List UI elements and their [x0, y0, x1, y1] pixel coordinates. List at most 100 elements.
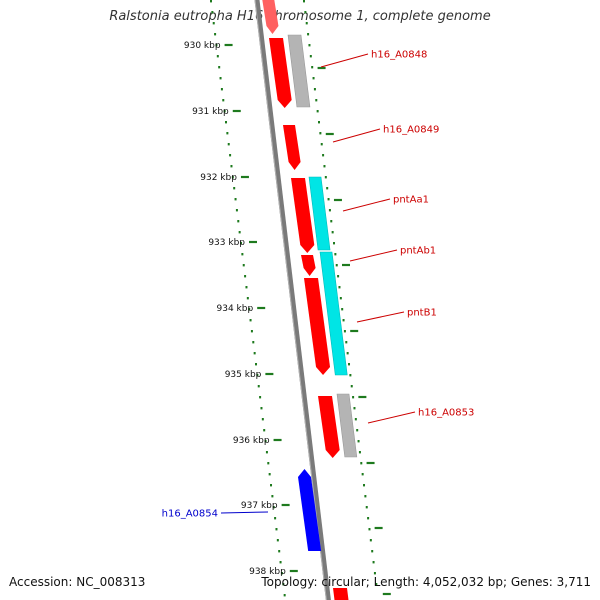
rail-dot — [223, 110, 226, 113]
rail-dot — [250, 330, 253, 333]
rail-dot — [257, 385, 260, 388]
rail-dot — [241, 253, 244, 256]
rail-dot — [231, 176, 234, 179]
tick-label: 931 kbp — [192, 107, 229, 117]
rail-dot — [237, 220, 240, 223]
rail-dot — [214, 33, 217, 36]
rail-dot — [307, 33, 310, 36]
accession-text: Accession: NC_008313 — [9, 575, 146, 589]
cds-feature — [308, 176, 331, 251]
rail-dot — [233, 187, 236, 190]
rail-dot — [212, 22, 215, 25]
rail-dot — [369, 539, 372, 542]
rail-dot — [252, 341, 255, 344]
rail-dot — [275, 528, 278, 531]
rail-dot — [343, 330, 346, 333]
rail-dot — [210, 0, 212, 3]
rail-dot — [338, 286, 341, 289]
tick-label: 932 kbp — [200, 173, 237, 183]
rail-dot — [265, 451, 268, 454]
leader-line — [367, 411, 416, 424]
rail-dot — [255, 363, 258, 366]
rail-dot — [319, 132, 322, 135]
gene-feature — [269, 38, 292, 108]
rail-dot — [367, 517, 370, 520]
rail-dot — [312, 77, 315, 80]
rail-dot — [278, 550, 281, 553]
rail-dot — [349, 374, 352, 377]
rail-dot — [219, 77, 222, 80]
gene-feature — [304, 278, 331, 375]
rail-dot — [315, 99, 318, 102]
rail-dot — [216, 55, 219, 58]
leader-line — [220, 511, 269, 514]
rail-dot — [268, 473, 271, 476]
cds-feature — [287, 34, 311, 108]
rail-dot — [226, 132, 229, 135]
rail-dot — [245, 286, 248, 289]
rail-dot — [260, 407, 263, 410]
rail-dot — [259, 396, 262, 399]
rail-dot — [371, 550, 374, 553]
rail-dot — [261, 418, 264, 421]
rail-dot — [229, 154, 232, 157]
rail-dot — [280, 572, 283, 575]
leader-line — [320, 53, 369, 68]
gene-feature — [333, 588, 349, 600]
rail-dot — [375, 583, 378, 586]
tick-label: 936 kbp — [233, 436, 270, 446]
rail-dot — [339, 297, 342, 300]
rail-dot — [348, 363, 351, 366]
rail-dot — [331, 231, 334, 234]
rail-dot — [352, 396, 355, 399]
rail-dot — [272, 506, 275, 509]
rail-dot — [372, 561, 375, 564]
gene-label: h16_A0849 — [383, 125, 439, 136]
rail-dot — [274, 517, 277, 520]
rail-dot — [360, 462, 363, 465]
rail-dot — [326, 187, 329, 190]
rail-dot — [354, 418, 357, 421]
rail-dot — [324, 176, 327, 179]
cds-feature — [319, 251, 348, 376]
rail-dot — [373, 572, 376, 575]
gene-feature — [283, 125, 301, 170]
gene-label: pntAa1 — [393, 195, 429, 206]
rail-dot — [322, 154, 325, 157]
rail-dot — [230, 165, 233, 168]
rail-dot — [222, 99, 225, 102]
tick-label: 937 kbp — [241, 501, 278, 511]
rail-dot — [244, 275, 247, 278]
rail-dot — [328, 209, 331, 212]
rail-dot — [220, 88, 223, 91]
rail-dot — [353, 407, 356, 410]
gene-feature — [291, 178, 315, 253]
leader-line — [356, 311, 405, 323]
rail-dot — [308, 44, 311, 47]
rail-dot — [249, 319, 252, 322]
tick-label: 938 kbp — [249, 567, 286, 577]
rail-dot — [283, 594, 286, 597]
backbone-highlight — [254, 0, 327, 600]
rail-dot — [235, 209, 238, 212]
rail-dot — [263, 429, 266, 432]
rail-dot — [327, 198, 330, 201]
left-tick-rail — [210, 0, 286, 597]
rail-dot — [246, 297, 249, 300]
rail-dot — [341, 308, 344, 311]
gene-label: pntB1 — [407, 308, 437, 319]
rail-dot — [357, 440, 360, 443]
rail-dot — [323, 165, 326, 168]
rail-dot — [256, 374, 259, 377]
rail-dot — [276, 539, 279, 542]
rail-dot — [225, 121, 228, 124]
rail-dot — [240, 242, 243, 245]
rail-dot — [365, 506, 368, 509]
rail-dot — [350, 385, 353, 388]
rail-dot — [318, 121, 321, 124]
rail-dot — [330, 220, 333, 223]
rail-dot — [264, 440, 267, 443]
rail-dot — [356, 429, 359, 432]
rail-dot — [279, 561, 282, 564]
